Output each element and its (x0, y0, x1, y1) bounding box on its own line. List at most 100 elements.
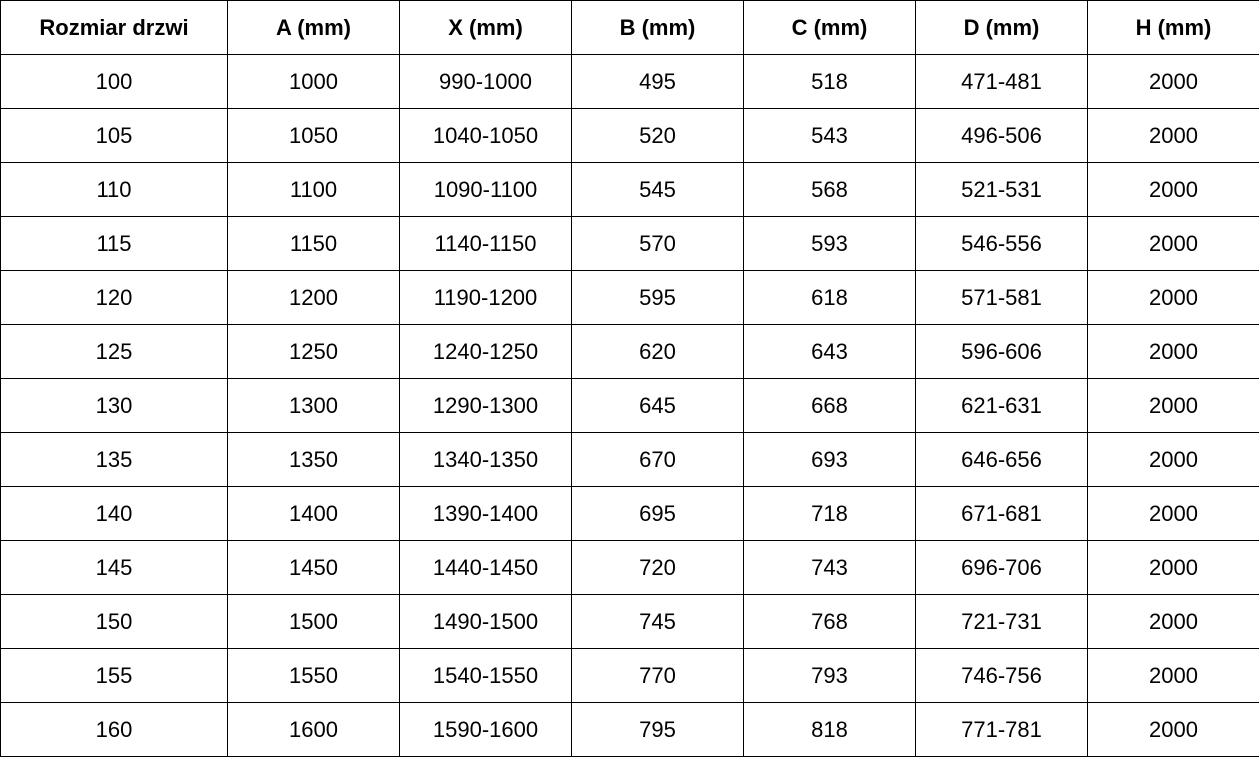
table-cell: 1200 (227, 270, 400, 325)
table-row: 140 1400 1390-1400 695 718 671-681 2000 (0, 486, 1259, 541)
table-cell: 595 (571, 270, 744, 325)
table-cell: 135 (0, 432, 228, 487)
table-cell: 621-631 (915, 378, 1088, 433)
table-cell: 696-706 (915, 540, 1088, 595)
table-cell: 1440-1450 (399, 540, 572, 595)
table-row: 155 1550 1540-1550 770 793 746-756 2000 (0, 648, 1259, 703)
header-row: Rozmiar drzwi A (mm) X (mm) B (mm) C (mm) D (… (0, 0, 1259, 55)
table-cell: 1390-1400 (399, 486, 572, 541)
table-cell: 745 (571, 594, 744, 649)
table-cell: 618 (743, 270, 916, 325)
table-cell: 718 (743, 486, 916, 541)
table-row: 145 1450 1440-1450 720 743 696-706 2000 (0, 540, 1259, 595)
table-cell: 990-1000 (399, 54, 572, 109)
table-cell: 520 (571, 108, 744, 163)
table-cell: 1590-1600 (399, 702, 572, 757)
table-cell: 130 (0, 378, 228, 433)
table-cell: 1300 (227, 378, 400, 433)
table-cell: 2000 (1087, 324, 1259, 379)
table-cell: 770 (571, 648, 744, 703)
table-cell: 145 (0, 540, 228, 595)
table-cell: 645 (571, 378, 744, 433)
table-cell: 571-581 (915, 270, 1088, 325)
table-cell: 768 (743, 594, 916, 649)
table-cell: 2000 (1087, 540, 1259, 595)
table-cell: 2000 (1087, 54, 1259, 109)
table-cell: 545 (571, 162, 744, 217)
table-row: 150 1500 1490-1500 745 768 721-731 2000 (0, 594, 1259, 649)
table-cell: 646-656 (915, 432, 1088, 487)
table-cell: 1350 (227, 432, 400, 487)
table-cell: 471-481 (915, 54, 1088, 109)
table-cell: 150 (0, 594, 228, 649)
table-cell: 1290-1300 (399, 378, 572, 433)
column-header: D (mm) (915, 0, 1088, 55)
table-cell: 771-781 (915, 702, 1088, 757)
table-row: 120 1200 1190-1200 595 618 571-581 2000 (0, 270, 1259, 325)
table-cell: 693 (743, 432, 916, 487)
table-cell: 620 (571, 324, 744, 379)
table-cell: 105 (0, 108, 228, 163)
table-cell: 120 (0, 270, 228, 325)
table-cell: 818 (743, 702, 916, 757)
table-cell: 110 (0, 162, 228, 217)
table-cell: 1340-1350 (399, 432, 572, 487)
table-row: 135 1350 1340-1350 670 693 646-656 2000 (0, 432, 1259, 487)
table-row: 130 1300 1290-1300 645 668 621-631 2000 (0, 378, 1259, 433)
table-cell: 2000 (1087, 270, 1259, 325)
table-cell: 1040-1050 (399, 108, 572, 163)
table-cell: 1150 (227, 216, 400, 271)
table-cell: 670 (571, 432, 744, 487)
column-header: C (mm) (743, 0, 916, 55)
column-header: H (mm) (1087, 0, 1259, 55)
table-cell: 720 (571, 540, 744, 595)
table-cell: 671-681 (915, 486, 1088, 541)
table-cell: 2000 (1087, 216, 1259, 271)
table-row: 115 1150 1140-1150 570 593 546-556 2000 (0, 216, 1259, 271)
table-cell: 668 (743, 378, 916, 433)
table-cell: 695 (571, 486, 744, 541)
table-cell: 1490-1500 (399, 594, 572, 649)
table-cell: 546-556 (915, 216, 1088, 271)
table-cell: 2000 (1087, 486, 1259, 541)
table-cell: 543 (743, 108, 916, 163)
table-cell: 643 (743, 324, 916, 379)
table-body: 100 1000 990-1000 495 518 471-481 2000 105 1050 1… (0, 54, 1259, 757)
table-cell: 1540-1550 (399, 648, 572, 703)
table-cell: 570 (571, 216, 744, 271)
column-header: A (mm) (227, 0, 400, 55)
table-cell: 115 (0, 216, 228, 271)
table-cell: 2000 (1087, 702, 1259, 757)
table-cell: 518 (743, 54, 916, 109)
table-cell: 746-756 (915, 648, 1088, 703)
table-cell: 596-606 (915, 324, 1088, 379)
table-cell: 2000 (1087, 162, 1259, 217)
table-cell: 2000 (1087, 594, 1259, 649)
table-cell: 125 (0, 324, 228, 379)
table-row: 110 1100 1090-1100 545 568 521-531 2000 (0, 162, 1259, 217)
table-cell: 1400 (227, 486, 400, 541)
table-cell: 495 (571, 54, 744, 109)
table-row: 105 1050 1040-1050 520 543 496-506 2000 (0, 108, 1259, 163)
table-cell: 496-506 (915, 108, 1088, 163)
table-row: 160 1600 1590-1600 795 818 771-781 2000 (0, 702, 1259, 757)
column-header: Rozmiar drzwi (0, 0, 228, 55)
table-cell: 1000 (227, 54, 400, 109)
table-cell: 568 (743, 162, 916, 217)
table-cell: 100 (0, 54, 228, 109)
table-cell: 1050 (227, 108, 400, 163)
table-cell: 140 (0, 486, 228, 541)
table-row: 125 1250 1240-1250 620 643 596-606 2000 (0, 324, 1259, 379)
table-cell: 793 (743, 648, 916, 703)
table-cell: 155 (0, 648, 228, 703)
table-cell: 2000 (1087, 648, 1259, 703)
table-cell: 2000 (1087, 378, 1259, 433)
table-cell: 1600 (227, 702, 400, 757)
table-cell: 1190-1200 (399, 270, 572, 325)
table-cell: 1140-1150 (399, 216, 572, 271)
column-header: X (mm) (399, 0, 572, 55)
table-cell: 521-531 (915, 162, 1088, 217)
table-cell: 2000 (1087, 108, 1259, 163)
table-cell: 1500 (227, 594, 400, 649)
